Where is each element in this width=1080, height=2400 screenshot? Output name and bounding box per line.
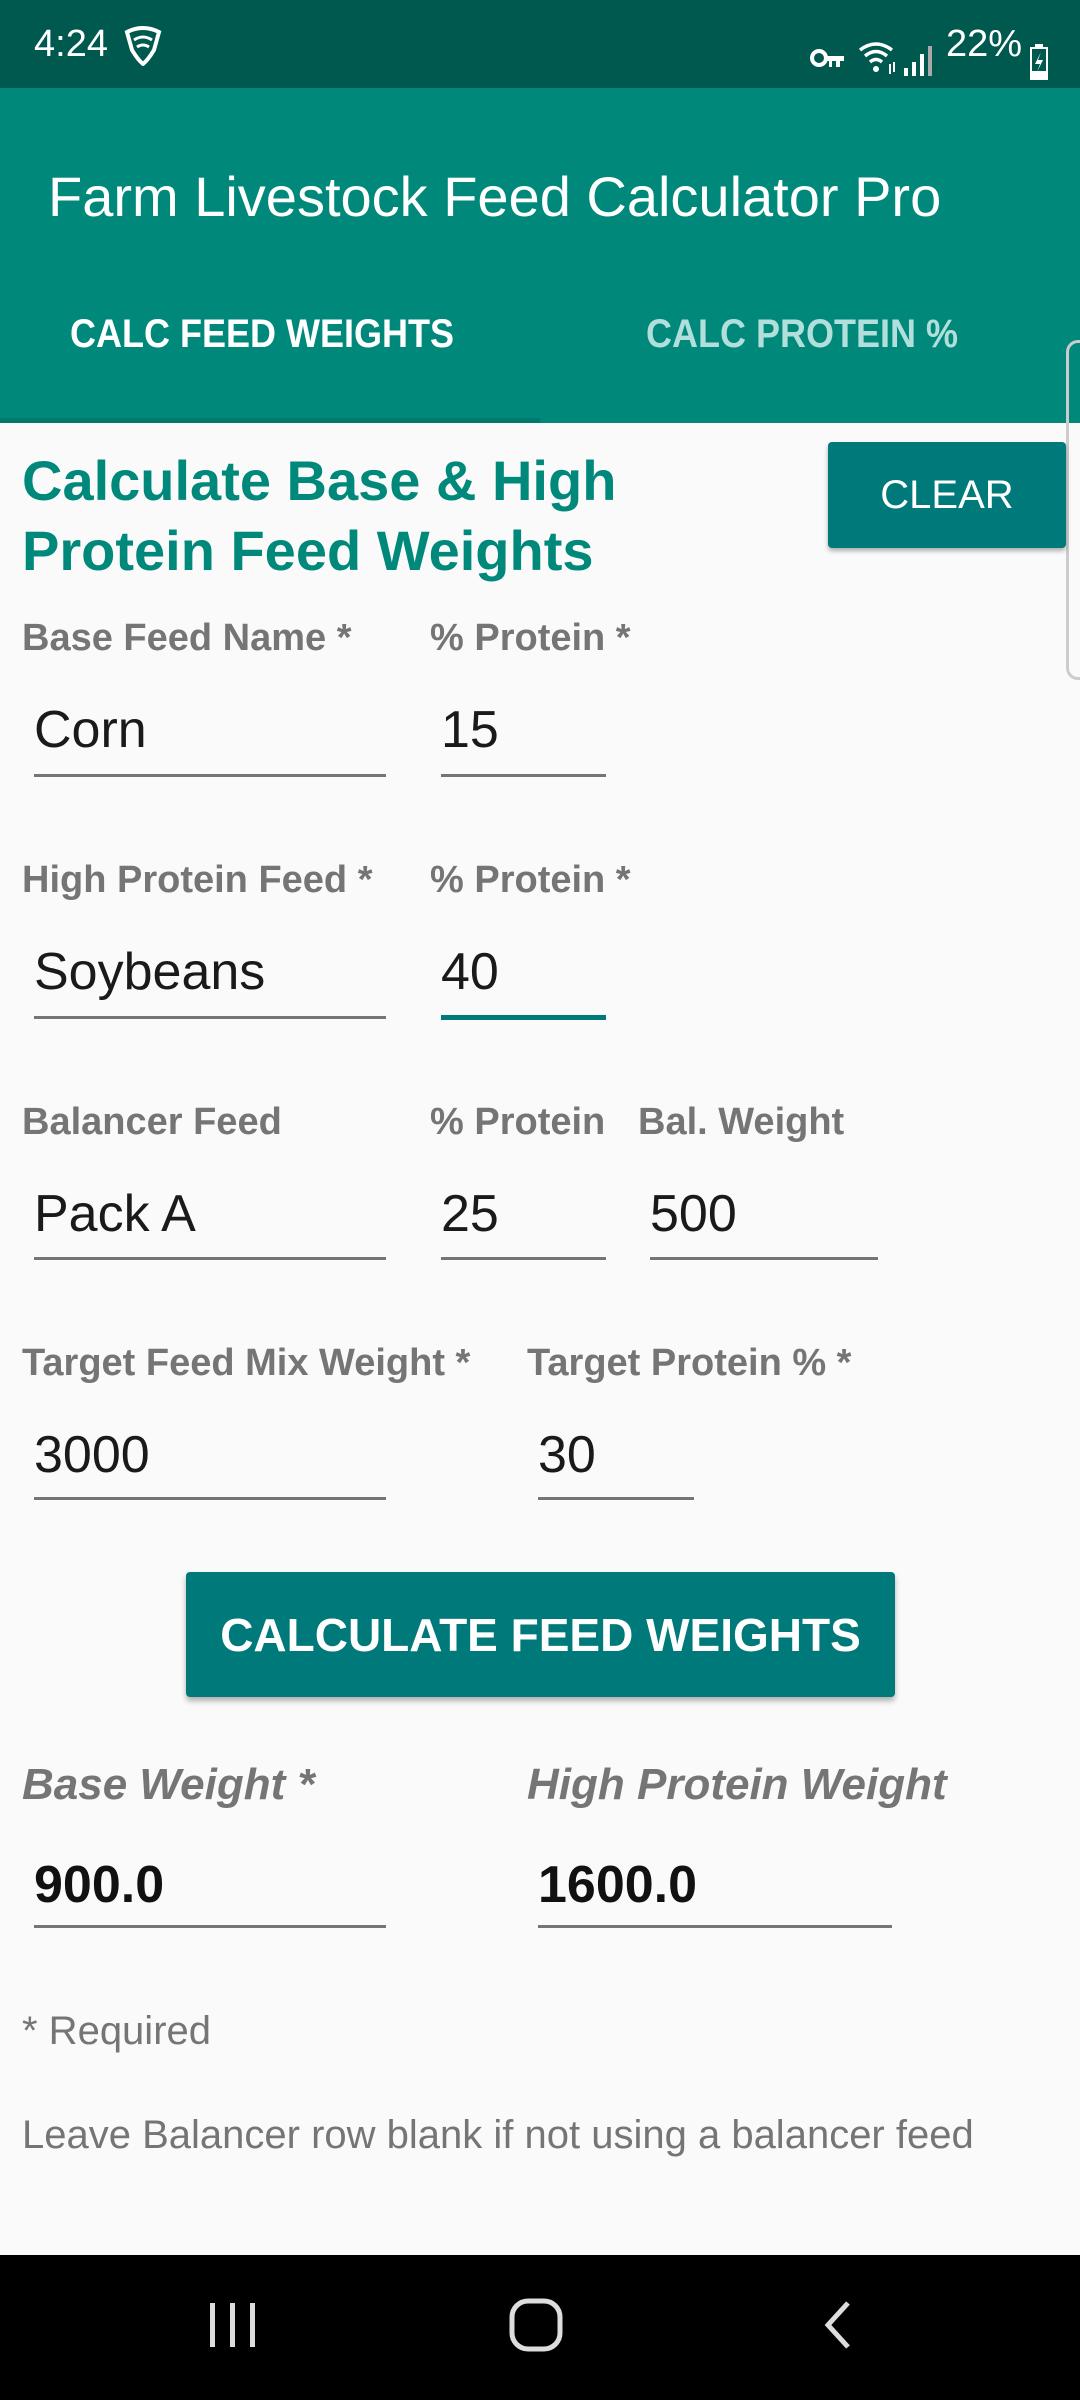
target-weight-input[interactable]: 3000 [34,1425,386,1503]
back-icon[interactable] [820,2299,856,2351]
balancer-note: Leave Balancer row blank if not using a … [22,2113,974,2157]
shield-wifi-icon [124,26,162,66]
high-weight-underline [538,1925,892,1928]
balancer-weight-underline [650,1257,878,1260]
balancer-weight-input[interactable]: 500 [650,1184,878,1262]
navigation-bar [0,2255,1080,2400]
high-protein-input[interactable]: 40 [441,942,606,1020]
wifi-icon [858,42,895,74]
tab-calc-protein[interactable]: CALC PROTEIN % [646,312,959,356]
high-weight-label: High Protein Weight [527,1760,947,1809]
battery-charging-icon [1030,44,1048,80]
target-weight-value: 3000 [34,1426,150,1484]
target-protein-label: Target Protein % * [527,1342,852,1384]
base-feed-input[interactable]: Corn [34,700,386,778]
base-weight-label: Base Weight * [22,1760,315,1809]
target-weight-label: Target Feed Mix Weight * [22,1342,471,1384]
balancer-weight-value: 500 [650,1185,737,1243]
tab-calc-feed-weights[interactable]: CALC FEED WEIGHTS [70,312,455,356]
key-icon [810,49,844,67]
high-protein-value: 40 [441,943,499,1001]
high-feed-value: Soybeans [34,943,266,1001]
target-protein-value: 30 [538,1426,596,1484]
status-time: 4:24 [34,23,108,65]
clear-button[interactable]: CLEAR [828,442,1066,548]
balancer-protein-input[interactable]: 25 [441,1184,606,1262]
app-title: Farm Livestock Feed Calculator Pro [48,165,942,228]
target-weight-underline [34,1497,386,1500]
balancer-weight-label: Bal. Weight [638,1101,845,1143]
tab-indicator [0,418,540,423]
required-note: * Required [22,2009,212,2053]
base-feed-label: Base Feed Name * [22,617,352,659]
balancer-feed-input[interactable]: Pack A [34,1184,386,1262]
high-protein-underline-focused [441,1015,606,1020]
home-icon[interactable] [508,2297,564,2353]
high-feed-input[interactable]: Soybeans [34,942,386,1020]
base-feed-underline [34,774,386,777]
target-protein-underline [538,1497,694,1500]
high-protein-label: % Protein * [430,859,631,901]
status-bar: 4:24 22% [0,0,1080,88]
page-heading: Calculate Base & High Protein Feed Weigh… [22,449,617,582]
calculate-feed-weights-button[interactable]: CALCULATE FEED WEIGHTS [186,1572,895,1697]
base-feed-value: Corn [34,701,147,759]
balancer-feed-value: Pack A [34,1185,196,1243]
app-bar: Farm Livestock Feed Calculator Pro CALC … [0,88,1080,423]
base-weight-value: 900.0 [34,1856,165,1914]
base-protein-value: 15 [441,701,499,759]
high-weight-value: 1600.0 [538,1856,698,1914]
battery-percent: 22% [946,23,1023,65]
base-weight-underline [34,1925,386,1928]
high-feed-underline [34,1016,386,1019]
recent-apps-icon[interactable] [206,2299,260,2351]
scrollbar[interactable] [1066,340,1080,680]
balancer-feed-label: Balancer Feed [22,1101,282,1143]
base-protein-label: % Protein * [430,617,631,659]
balancer-protein-underline [441,1257,606,1260]
signal-icon [904,46,932,76]
target-protein-input[interactable]: 30 [538,1425,694,1503]
high-feed-label: High Protein Feed * [22,859,373,901]
balancer-feed-underline [34,1257,386,1260]
base-protein-input[interactable]: 15 [441,700,606,778]
base-protein-underline [441,774,606,777]
balancer-protein-value: 25 [441,1185,499,1243]
balancer-protein-label: % Protein [430,1101,606,1143]
